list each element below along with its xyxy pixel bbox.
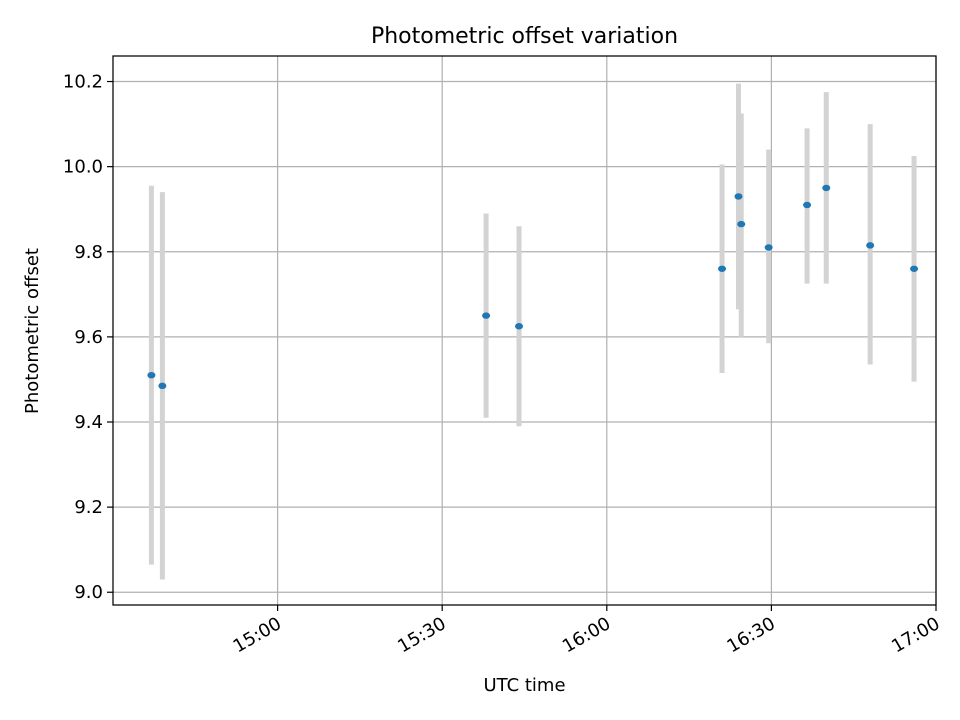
y-tick-label: 9.2 [74,497,103,518]
y-tick-label: 9.8 [74,242,103,263]
data-point [866,242,875,249]
data-point [910,265,919,272]
y-tick-label: 10.2 [63,72,103,93]
x-axis-label: UTC time [483,675,565,696]
data-point [764,244,773,251]
data-point [803,201,812,209]
error-bars [148,83,917,580]
y-tick-label: 10.0 [63,157,103,178]
x-tick-label: 15:30 [394,613,449,657]
data-point [482,312,491,319]
data-point [734,193,743,200]
chart-title: Photometric offset variation [371,24,678,49]
data-point [158,382,167,390]
x-tick-label: 16:30 [723,613,778,657]
plot-frame [112,55,937,606]
data-points [147,184,919,390]
ticks: 15:00 15:30 16:00 16:30 17:00 9.0 9.2 9.4 9.6 9.8… [63,72,944,658]
y-tick-label: 9.4 [74,412,103,433]
data-point [515,323,524,330]
x-tick-label: 15:00 [230,613,285,657]
x-tick-label: 16:00 [559,613,614,657]
y-tick-label: 9.6 [74,327,103,348]
x-tick-label: 17:00 [888,613,943,657]
grid [113,56,937,605]
data-point [718,265,727,272]
data-point [822,184,831,192]
data-point [147,371,156,379]
y-tick-label: 9.0 [74,582,103,603]
y-axis-label: Photometric offset [22,248,43,414]
data-point [737,220,746,228]
